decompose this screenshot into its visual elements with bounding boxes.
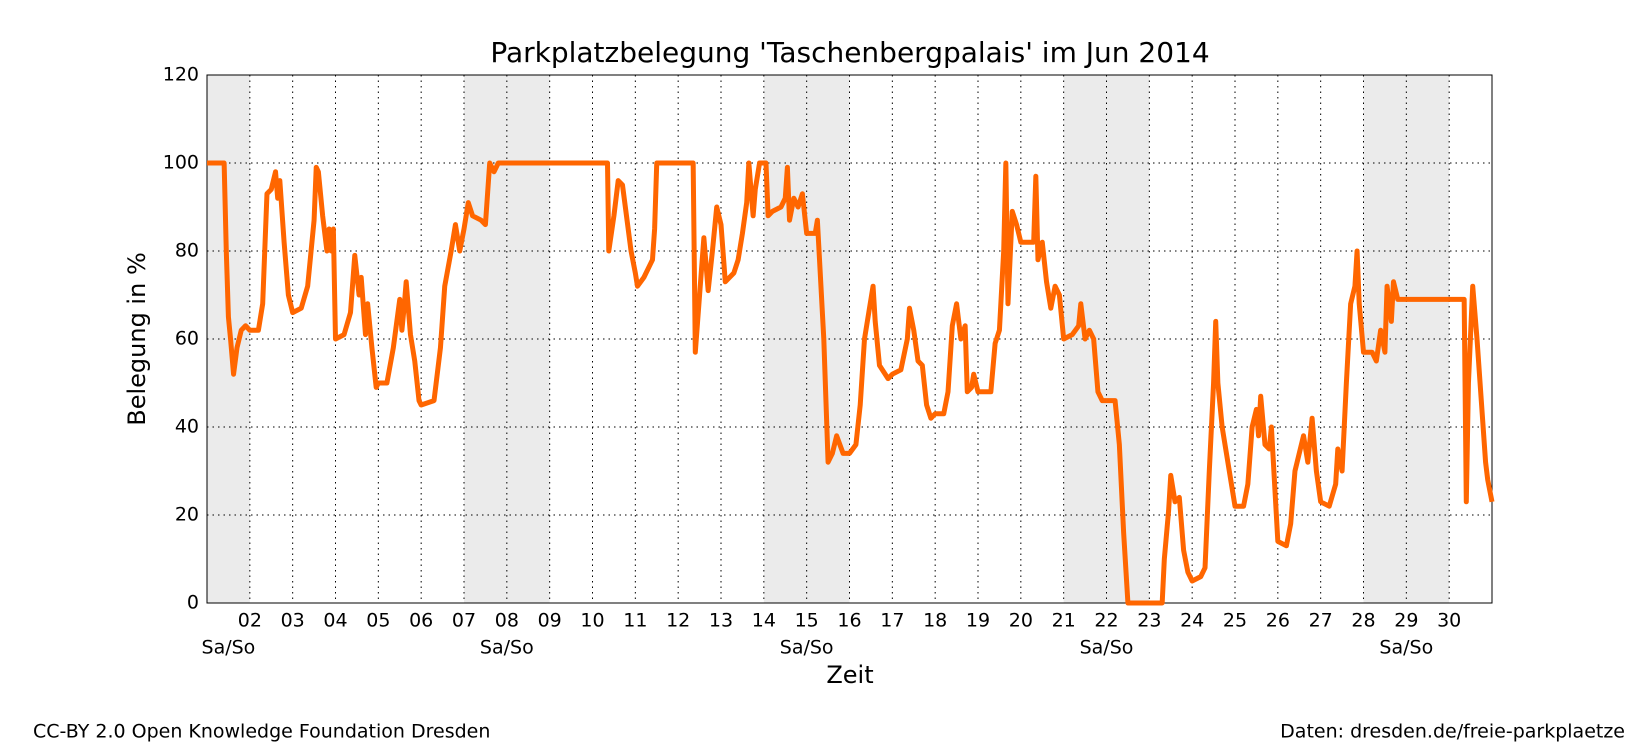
x-tick-label: 30 (1437, 610, 1461, 632)
x-tick-label: 28 (1351, 610, 1375, 632)
x-tick-label: 18 (923, 610, 947, 632)
weekend-label: Sa/So (480, 637, 534, 659)
x-tick-label: 09 (538, 610, 562, 632)
x-tick-label: 11 (623, 610, 647, 632)
plot-area (207, 74, 1492, 604)
x-axis-label: Zeit (826, 661, 873, 689)
line-series (207, 160, 1495, 606)
y-tick-label: 20 (175, 504, 199, 526)
x-tick-label: 19 (966, 610, 990, 632)
x-tick-label: 05 (366, 610, 390, 632)
weekend-label: Sa/So (1379, 637, 1433, 659)
x-tick-label: 10 (580, 610, 604, 632)
x-tick-label: 26 (1266, 610, 1290, 632)
x-tick-label: 23 (1137, 610, 1161, 632)
y-axis-label: Belegung in % (123, 252, 151, 426)
x-tick-label: 02 (238, 610, 262, 632)
x-tick-label: 22 (1094, 610, 1118, 632)
x-tick-label: 21 (1052, 610, 1076, 632)
x-tick-label: 14 (752, 610, 776, 632)
x-tick-label: 15 (795, 610, 819, 632)
y-tick-label: 60 (175, 328, 199, 350)
x-tick-label: 20 (1009, 610, 1033, 632)
x-tick-label: 06 (409, 610, 433, 632)
weekend-label: Sa/So (780, 637, 834, 659)
x-tick-label: 03 (281, 610, 305, 632)
weekend-label: Sa/So (202, 637, 256, 659)
y-tick-label: 0 (187, 592, 199, 614)
x-tick-label: 29 (1394, 610, 1418, 632)
x-tick-label: 17 (880, 610, 904, 632)
x-tick-label: 12 (666, 610, 690, 632)
y-tick-label: 40 (175, 416, 199, 438)
x-tick-label: 07 (452, 610, 476, 632)
y-tick-label: 100 (163, 152, 199, 174)
y-tick-label: 80 (175, 240, 199, 262)
footer-left: CC-BY 2.0 Open Knowledge Foundation Dres… (33, 721, 490, 743)
x-tick-label: 25 (1223, 610, 1247, 632)
chart-title: Parkplatzbelegung 'Taschenbergpalais' im… (490, 36, 1209, 69)
x-tick-label: 24 (1180, 610, 1204, 632)
weekend-label: Sa/So (1080, 637, 1134, 659)
x-tick-label: 08 (495, 610, 519, 632)
x-tick-label: 16 (837, 610, 861, 632)
plot-frame (206, 74, 1493, 604)
footer-right: Daten: dresden.de/freie-parkplaetze (1280, 721, 1625, 743)
x-tick-label: 27 (1309, 610, 1333, 632)
y-tick-label: 120 (163, 64, 199, 86)
x-tick-label: 13 (709, 610, 733, 632)
x-tick-label: 04 (323, 610, 347, 632)
